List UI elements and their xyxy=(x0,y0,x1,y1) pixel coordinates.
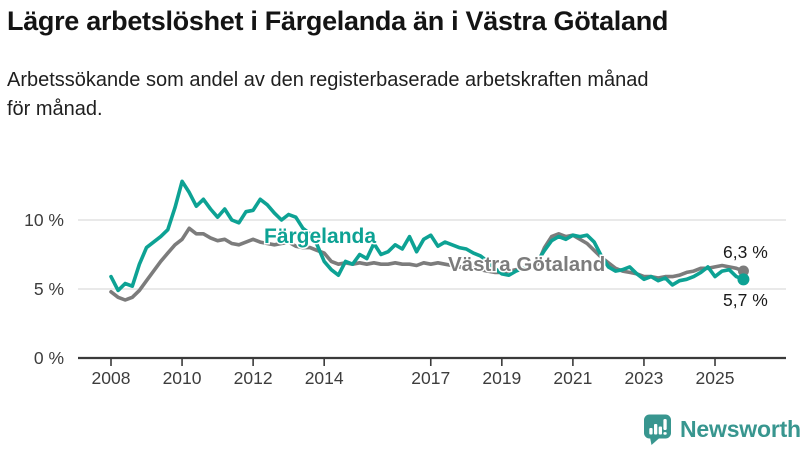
x-tick-label-2025: 2025 xyxy=(696,368,735,388)
newsworthy-logo-text: Newsworthy xyxy=(680,416,800,442)
page-title: Lägre arbetslöshet i Färgelanda än i Väs… xyxy=(7,6,669,36)
x-tick-label-2017: 2017 xyxy=(411,368,450,388)
subtitle-line-2: för månad. xyxy=(7,98,103,120)
fargelanda-end-dot xyxy=(737,273,750,286)
vastra-gotaland-end-dot xyxy=(737,265,749,277)
y-tick-label-0: 0 % xyxy=(34,348,64,368)
x-tick-label-2023: 2023 xyxy=(624,368,663,388)
subtitle-line-1: Arbetssökande som andel av den registerb… xyxy=(7,69,649,91)
fargelanda-series-label: Färgelanda xyxy=(264,225,376,248)
newsworthy-chart-bubble-icon xyxy=(644,414,671,445)
vastra-gotaland-series-label: Västra Götaland xyxy=(448,253,605,276)
y-tick-label-10: 10 % xyxy=(24,210,64,230)
fargelanda-end-value-label: 5,7 % xyxy=(723,290,768,310)
chart-subtitle: Arbetssökande som andel av den registerb… xyxy=(7,66,787,124)
x-tick-label-2021: 2021 xyxy=(553,368,592,388)
x-tick-label-2010: 2010 xyxy=(163,368,202,388)
y-tick-label-5: 5 % xyxy=(34,279,64,299)
x-tick-label-2012: 2012 xyxy=(234,368,273,388)
vastra-gotaland-end-value-label: 6,3 % xyxy=(723,242,768,262)
fargelanda-line xyxy=(109,179,746,293)
x-tick-label-2019: 2019 xyxy=(482,368,521,388)
x-tick-label-2014: 2014 xyxy=(305,368,344,388)
x-tick-label-2008: 2008 xyxy=(92,368,131,388)
newsworthy-logo: Newsworthy xyxy=(643,413,800,446)
